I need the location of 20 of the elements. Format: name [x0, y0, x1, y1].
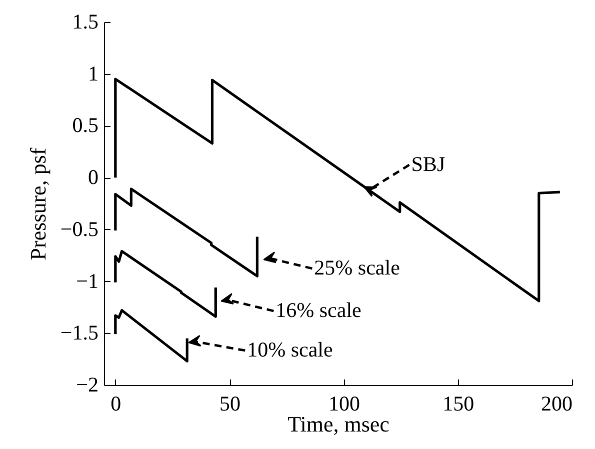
y-tick-label: −2 — [76, 372, 98, 396]
y-tick-label: 0 — [88, 165, 98, 190]
y-tick-label: 1 — [88, 61, 98, 86]
line-series — [114, 250, 217, 318]
x-tick-label: 150 — [442, 392, 474, 416]
x-tick-label: 50 — [220, 392, 241, 416]
y-tick-label: −1 — [76, 268, 98, 293]
x-tick-label: 200 — [541, 392, 572, 416]
annotation: 10% scale — [247, 337, 333, 362]
annotation: 16% scale — [276, 298, 362, 322]
y-axis-title: Pressure, psf — [25, 147, 50, 260]
annotation: SBJ — [411, 152, 446, 176]
annotation: 25% scale — [314, 256, 400, 280]
line-series — [114, 78, 562, 302]
y-tick-label: 0.5 — [72, 113, 98, 138]
y-tick-label: −0.5 — [60, 216, 98, 241]
y-tick-label: 1.5 — [72, 10, 98, 34]
x-tick-label: 0 — [110, 392, 122, 416]
y-tick-label: −1.5 — [60, 320, 98, 345]
line-series — [114, 188, 258, 278]
